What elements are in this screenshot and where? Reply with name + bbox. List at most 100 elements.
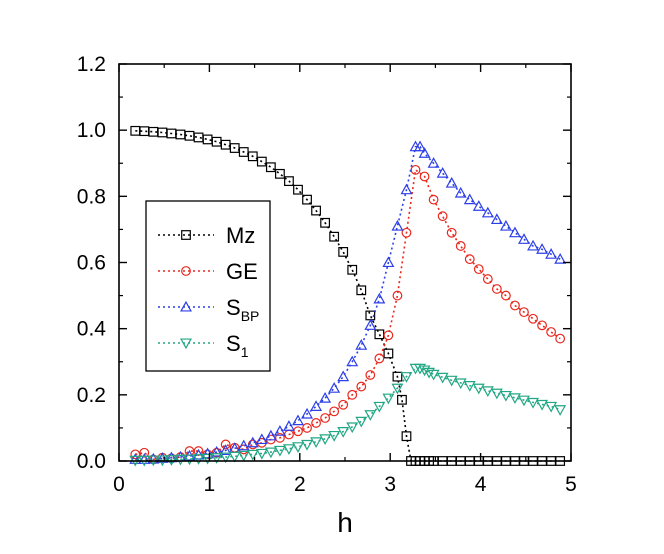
legend-label: S1 (226, 331, 249, 360)
data-point-s1-11 (228, 451, 241, 463)
data-point-mz-24 (347, 264, 358, 275)
data-point-ge-45 (537, 320, 547, 331)
data-point-sbp-47 (545, 248, 558, 259)
legend-label: SBP (226, 295, 259, 324)
data-point-s1-20 (310, 437, 323, 448)
data-point-ge-10 (220, 439, 231, 450)
data-point-sbp-17 (282, 420, 295, 431)
legend: Mz GE SBP S1 (145, 200, 271, 372)
y-tick-label: 0.2 (77, 384, 106, 407)
data-point-mz-14 (256, 156, 267, 167)
legend-marker-s1 (180, 338, 192, 350)
data-point-ge-33 (428, 194, 439, 205)
data-point-s1-17 (282, 444, 295, 455)
data-point-sbp-30 (400, 183, 413, 195)
legend-label: GE (226, 259, 258, 284)
data-point-ge-26 (365, 370, 376, 380)
x-tick-label: 5 (565, 473, 577, 496)
data-point-sbp-9 (210, 445, 223, 457)
data-point-mz-22 (329, 231, 340, 242)
data-point-mz-30 (397, 394, 407, 405)
data-point-ge-40 (491, 284, 502, 294)
legend-marker-ge (181, 266, 191, 276)
data-point-ge-38 (473, 264, 484, 275)
data-point-ge-39 (482, 274, 493, 284)
data-point-ge-42 (510, 300, 520, 311)
data-point-sbp-23 (337, 370, 350, 382)
y-tick-label: 0.8 (77, 185, 106, 208)
data-point-s1-30 (400, 372, 413, 383)
data-point-sbp-48 (554, 253, 567, 264)
series-s1 (129, 363, 567, 467)
data-point-sbp-41 (490, 213, 503, 225)
data-point-sbp-37 (454, 186, 467, 198)
data-point-ge-1 (139, 447, 150, 458)
series-mz (130, 125, 566, 466)
data-point-s1-22 (328, 430, 341, 442)
data-point-ge-28 (383, 330, 394, 341)
data-point-ge-16 (275, 432, 285, 443)
data-point-s1-7 (192, 454, 205, 465)
x-tick-label: 3 (384, 473, 396, 496)
data-point-ge-37 (464, 254, 475, 265)
data-point-s1-49 (554, 405, 567, 416)
data-point-mz-31 (401, 431, 412, 442)
data-point-sbp-29 (391, 219, 404, 231)
data-point-sbp-19 (301, 407, 313, 419)
data-point-s1-16 (273, 445, 286, 457)
data-point-ge-20 (311, 418, 321, 428)
data-point-s1-5 (174, 454, 187, 466)
data-point-ge-41 (501, 290, 511, 301)
data-point-s1-9 (210, 453, 223, 464)
data-point-s1-37 (445, 375, 458, 387)
data-point-s1-46 (527, 397, 539, 409)
data-point-ge-29 (392, 290, 403, 301)
data-point-mz-19 (302, 194, 312, 205)
data-point-s1-15 (264, 447, 277, 459)
legend-item-s1: S1 (158, 331, 249, 360)
data-point-sbp-28 (382, 256, 395, 268)
data-point-s1-4 (165, 455, 178, 466)
data-point-ge-43 (519, 307, 529, 318)
data-point-s1-41 (481, 386, 494, 398)
legend-item-ge: GE (158, 259, 258, 284)
data-layer (129, 125, 567, 467)
y-tick-label: 0.4 (77, 318, 107, 341)
data-point-mz-21 (320, 217, 331, 228)
data-point-s1-25 (355, 416, 368, 428)
x-tick-label: 0 (113, 473, 125, 496)
data-point-sbp-46 (536, 243, 549, 254)
data-point-s1-42 (490, 388, 503, 400)
data-point-s1-40 (472, 383, 485, 395)
data-point-s1-39 (463, 381, 476, 392)
legend-marker-mz (181, 230, 191, 240)
axes-layer: 0 1 2 3 4 5 0.0 0.2 0.4 0.6 0.8 1.0 1.2 h (77, 53, 577, 538)
data-point-s1-45 (518, 395, 530, 407)
legend-marker-sbp (180, 300, 192, 312)
data-point-s1-43 (499, 390, 512, 402)
data-point-ge-25 (356, 381, 367, 392)
data-point-sbp-45 (527, 239, 539, 251)
data-point-sbp-12 (237, 439, 250, 451)
data-point-sbp-0 (129, 453, 142, 464)
data-point-sbp-22 (328, 382, 341, 393)
series-line-mz (135, 130, 561, 462)
data-point-sbp-38 (463, 193, 476, 205)
data-point-ge-35 (446, 227, 457, 238)
data-point-sbp-44 (518, 233, 530, 244)
data-point-mz-23 (338, 247, 349, 257)
data-point-s1-29 (391, 383, 404, 395)
data-point-s1-14 (255, 448, 268, 460)
data-point-s1-6 (183, 454, 196, 466)
legend-item-mz: Mz (158, 223, 255, 248)
data-point-sbp-14 (255, 433, 268, 445)
data-point-sbp-16 (273, 425, 286, 436)
data-point-s1-26 (364, 410, 377, 421)
data-point-mz-25 (356, 285, 367, 296)
data-point-sbp-25 (355, 339, 368, 350)
y-tick-label: 1.0 (77, 119, 106, 142)
data-point-sbp-32 (414, 140, 426, 152)
data-point-ge-21 (320, 413, 331, 423)
data-point-s1-18 (292, 442, 304, 453)
